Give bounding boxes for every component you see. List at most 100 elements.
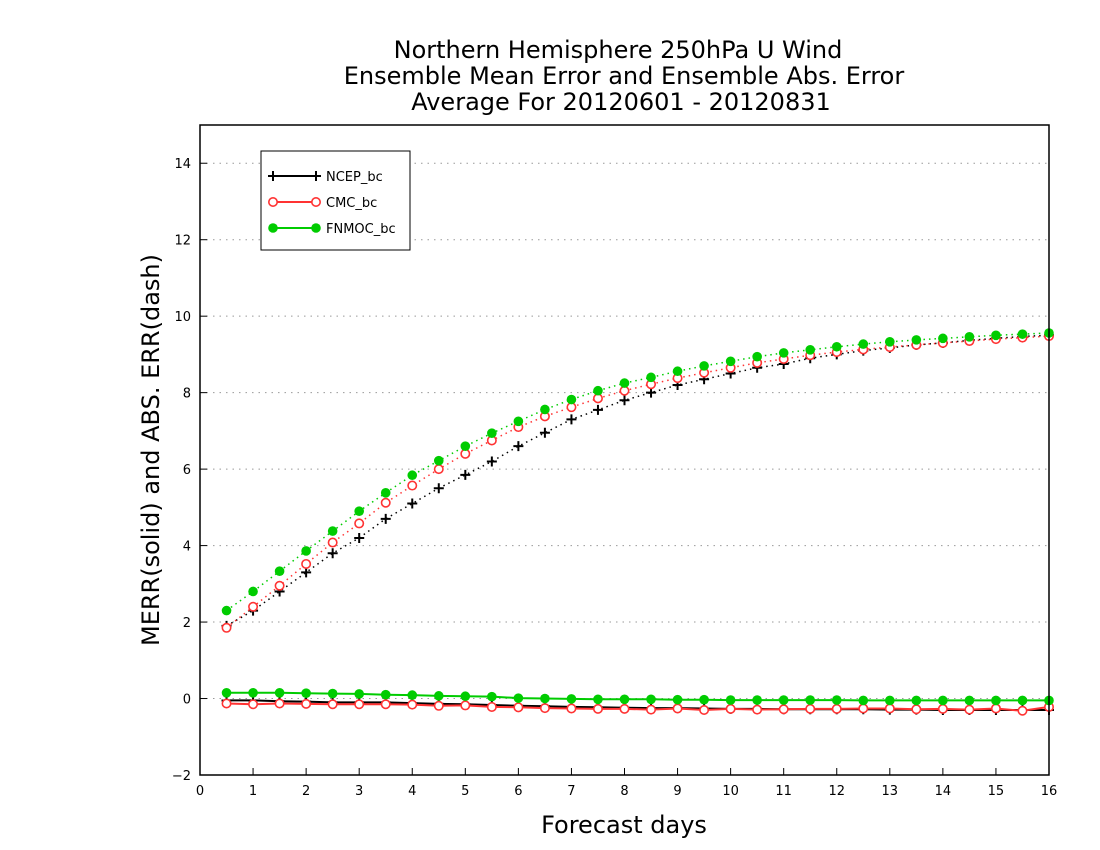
mean-error-point-fnmoc-bc xyxy=(619,694,630,705)
abs-error-line-ncep-bc xyxy=(226,334,1050,627)
abs-error-point-fnmoc-bc xyxy=(221,605,232,616)
abs-error-point-ncep-bc xyxy=(513,441,524,452)
x-tick-label: 2 xyxy=(302,784,310,799)
abs-error-point-fnmoc-bc xyxy=(354,506,364,516)
legend-box xyxy=(260,150,411,251)
abs-error-point-fnmoc-bc xyxy=(646,372,656,383)
mean-error-point-cmc-bc xyxy=(831,703,842,714)
abs-error-point-fnmoc-bc xyxy=(725,356,736,367)
legend-marker-cmc-bc xyxy=(267,197,278,208)
abs-error-point-ncep-bc xyxy=(592,404,603,415)
mean-error-point-fnmoc-bc xyxy=(221,687,232,698)
abs-error-point-cmc-bc xyxy=(354,518,365,529)
mean-error-point-cmc-bc xyxy=(699,704,710,715)
abs-error-point-cmc-bc xyxy=(248,601,259,612)
mean-error-point-cmc-bc xyxy=(380,699,391,710)
abs-error-point-fnmoc-bc xyxy=(274,566,285,577)
abs-error-point-cmc-bc xyxy=(274,580,285,591)
mean-error-point-fnmoc-bc xyxy=(938,695,948,706)
mean-error-point-cmc-bc xyxy=(301,698,312,709)
abs-error-point-fnmoc-bc xyxy=(301,546,311,556)
mean-error-point-fnmoc-bc xyxy=(593,694,603,705)
y-tick-label: 10 xyxy=(174,310,191,325)
abs-error-point-ncep-bc xyxy=(646,387,657,398)
series-layer xyxy=(221,328,1055,716)
mean-error-point-fnmoc-bc xyxy=(991,695,1001,706)
x-tick-label: 4 xyxy=(408,784,416,799)
mean-error-point-cmc-bc xyxy=(911,704,922,715)
y-tick-label: 0 xyxy=(183,693,191,708)
legend-marker-ncep-bc xyxy=(311,171,321,181)
abs-error-point-fnmoc-bc xyxy=(593,385,603,396)
abs-error-point-cmc-bc xyxy=(380,497,391,508)
x-tick-label: 15 xyxy=(988,784,1005,799)
abs-error-point-fnmoc-bc xyxy=(540,404,550,415)
mean-error-point-fnmoc-bc xyxy=(513,693,524,703)
mean-error-point-cmc-bc xyxy=(433,700,444,711)
abs-error-point-ncep-bc xyxy=(354,532,365,543)
mean-error-point-fnmoc-bc xyxy=(433,691,444,701)
mean-error-point-cmc-bc xyxy=(937,703,948,714)
abs-error-point-ncep-bc xyxy=(301,567,312,578)
mean-error-point-fnmoc-bc xyxy=(646,694,656,705)
mean-error-point-fnmoc-bc xyxy=(540,693,550,704)
mean-error-point-cmc-bc xyxy=(592,703,603,714)
mean-error-point-cmc-bc xyxy=(221,698,232,709)
mean-error-point-fnmoc-bc xyxy=(831,695,842,705)
abs-error-line-fnmoc-bc xyxy=(226,332,1050,612)
mean-error-point-cmc-bc xyxy=(1017,705,1028,716)
chart-title-line-2: Ensemble Mean Error and Ensemble Abs. Er… xyxy=(344,62,905,90)
chart-title: Northern Hemisphere 250hPa U Wind Ensemb… xyxy=(344,36,905,116)
mean-error-point-cmc-bc xyxy=(805,703,816,714)
legend-marker-fnmoc-bc xyxy=(268,223,278,233)
abs-error-point-fnmoc-bc xyxy=(327,526,338,536)
abs-error-line-cmc-bc xyxy=(226,335,1050,629)
mean-error-point-cmc-bc xyxy=(964,704,975,715)
legend-marker-ncep-bc xyxy=(268,171,278,181)
mean-error-point-cmc-bc xyxy=(354,699,365,710)
mean-error-point-cmc-bc xyxy=(566,703,577,714)
abs-error-point-fnmoc-bc xyxy=(487,428,497,438)
mean-error-point-fnmoc-bc xyxy=(487,691,497,702)
mean-error-point-cmc-bc xyxy=(672,703,683,714)
abs-error-point-ncep-bc xyxy=(327,548,338,559)
mean-error-point-fnmoc-bc xyxy=(858,695,869,706)
mean-error-point-fnmoc-bc xyxy=(407,690,418,700)
abs-error-point-fnmoc-bc xyxy=(991,330,1001,341)
mean-error-point-fnmoc-bc xyxy=(911,695,922,706)
y-axis-label: MERR(solid) and ABS. ERR(dash) xyxy=(137,254,165,646)
y-tick-label: 8 xyxy=(183,387,191,402)
series-fnmoc-bc xyxy=(221,328,1054,706)
abs-error-point-ncep-bc xyxy=(460,469,471,480)
legend-label-ncep-bc: NCEP_bc xyxy=(326,170,383,185)
mean-error-point-fnmoc-bc xyxy=(274,687,285,698)
x-tick-label: 13 xyxy=(882,784,899,799)
y-tick-label: 4 xyxy=(183,540,191,555)
mean-error-point-fnmoc-bc xyxy=(725,695,736,705)
mean-error-point-fnmoc-bc xyxy=(1017,695,1028,706)
abs-error-point-cmc-bc xyxy=(327,537,338,548)
x-tick-label: 16 xyxy=(1041,784,1058,799)
y-tick-label: 6 xyxy=(183,463,191,478)
abs-error-point-fnmoc-bc xyxy=(805,345,816,355)
abs-error-point-fnmoc-bc xyxy=(407,470,418,481)
legend: NCEP_bc CMC_bc FNMOC_bc xyxy=(260,150,411,251)
abs-error-point-fnmoc-bc xyxy=(566,394,577,405)
legend-marker-fnmoc-bc xyxy=(311,223,321,233)
abs-error-point-fnmoc-bc xyxy=(911,335,922,345)
mean-error-point-fnmoc-bc xyxy=(885,695,895,706)
gridlines xyxy=(200,162,1049,776)
mean-error-point-fnmoc-bc xyxy=(805,695,816,705)
abs-error-point-ncep-bc xyxy=(539,427,550,438)
mean-error-point-cmc-bc xyxy=(539,703,550,714)
legend-label-cmc-bc: CMC_bc xyxy=(326,196,377,211)
abs-error-point-fnmoc-bc xyxy=(248,586,258,597)
mean-error-point-cmc-bc xyxy=(646,704,657,715)
x-tick-label: 5 xyxy=(461,784,469,799)
mean-error-point-cmc-bc xyxy=(778,704,789,715)
abs-error-point-ncep-bc xyxy=(380,513,391,524)
mean-error-point-fnmoc-bc xyxy=(248,687,258,698)
chart-title-line-1: Northern Hemisphere 250hPa U Wind xyxy=(394,36,843,64)
